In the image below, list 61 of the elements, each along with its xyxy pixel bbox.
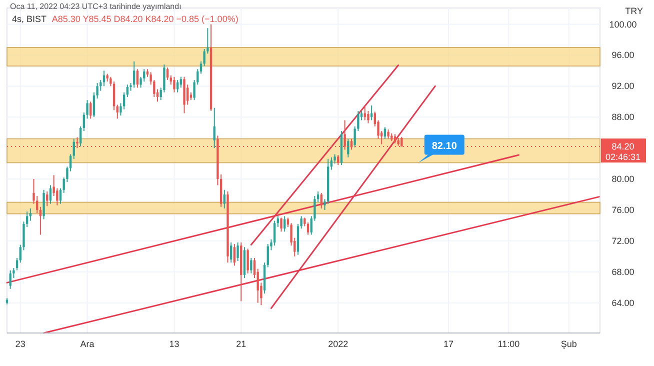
- candlestick: [72, 138, 75, 160]
- candlestick: [347, 138, 350, 158]
- y-tick-label: 80.00: [612, 174, 634, 184]
- text: 02:46:31: [605, 152, 641, 162]
- candlestick: [370, 105, 373, 121]
- candlestick: [276, 216, 279, 228]
- y-tick-label: 72.00: [612, 236, 634, 246]
- candlestick: [126, 84, 128, 98]
- x-tick-label: 13: [169, 339, 180, 349]
- candlestick: [136, 68, 139, 88]
- candlestick: [122, 92, 126, 110]
- candlestick: [250, 257, 252, 274]
- x-tick-label: 17: [443, 339, 454, 349]
- ref-line-label: 84.20: [612, 142, 634, 152]
- candlestick: [273, 220, 276, 246]
- candlestick: [213, 107, 216, 149]
- candlestick: [236, 242, 239, 262]
- candlestick: [133, 60, 136, 88]
- annotation: Oca 11, 2022 04:23 UTC+3 tarihinde yayımlandı: [10, 2, 182, 11]
- y-tick-label: 68.00: [612, 266, 634, 277]
- y-tick-label: 100.00: [609, 19, 637, 30]
- candlestick: [112, 81, 116, 111]
- candlestick: [320, 192, 322, 209]
- candlestick: [337, 154, 340, 166]
- y-tick-label: 76.00: [612, 204, 634, 215]
- candlestick: [176, 79, 179, 93]
- y-tick-label: 96.00: [612, 50, 634, 60]
- candlestick: [223, 189, 226, 209]
- x-tick-label: Şub: [560, 339, 577, 349]
- candlestick: [266, 244, 269, 268]
- candlestick: [79, 126, 82, 148]
- candlestick: [42, 189, 45, 220]
- candlestick: [9, 270, 12, 290]
- candlestick: [166, 67, 169, 80]
- text: 4s, BIST: [12, 14, 48, 24]
- candlestick: [306, 222, 310, 236]
- x-tick-label: 11:00: [498, 339, 520, 349]
- text: A85.30 Y85.45 D84.20 K84.20 −0.85 (−1.00%): [52, 14, 238, 24]
- candlestick: [90, 101, 92, 120]
- x-tick-label: 21: [236, 339, 246, 349]
- candlestick: [180, 76, 182, 88]
- annotation: 82.10: [432, 140, 458, 152]
- y-tick-label: 88.00: [612, 112, 634, 122]
- candlestick: [230, 242, 232, 264]
- candlestick: [367, 110, 370, 124]
- candlestick: [280, 217, 282, 232]
- candlestick: [233, 244, 236, 266]
- candlestick: [102, 70, 106, 87]
- candlestick: [16, 257, 18, 271]
- y-tick-label: 64.00: [612, 298, 634, 308]
- x-tick-label: 23: [15, 339, 26, 349]
- candlestick: [387, 128, 390, 140]
- candlestick: [394, 134, 396, 144]
- x-tick-label: 2022: [328, 339, 348, 349]
- candlestick: [246, 248, 249, 274]
- text: TRY: [625, 6, 643, 16]
- x-tick-label: Ara: [80, 339, 94, 349]
- candlestick: [364, 106, 366, 121]
- y-tick-label: 92.00: [612, 81, 634, 92]
- candlestick: [173, 76, 176, 93]
- candlestick: [384, 126, 386, 140]
